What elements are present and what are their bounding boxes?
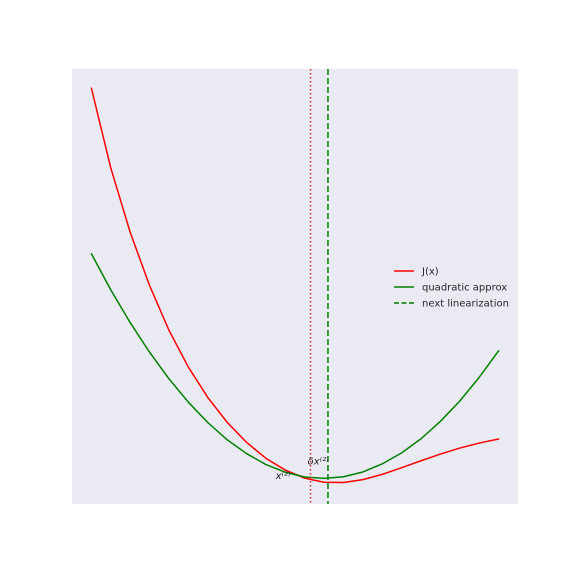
legend-label-0: J(x) [421, 267, 439, 278]
legend-label-1: quadratic approx [422, 283, 507, 294]
series-layer [90, 87, 500, 484]
annotation-delta-x2: δx⁽²⁾ [308, 457, 330, 468]
annotation-x2: x⁽²⁾ [275, 471, 291, 482]
legend-label-2: next linearization [422, 299, 509, 310]
annotation-layer: x⁽²⁾ δx⁽²⁾ [275, 457, 329, 482]
series-line-quadratic-approx [90, 253, 500, 480]
legend: J(x) quadratic approx next linearization [394, 267, 509, 310]
vline-layer [309, 69, 329, 504]
plot-area [72, 69, 518, 504]
